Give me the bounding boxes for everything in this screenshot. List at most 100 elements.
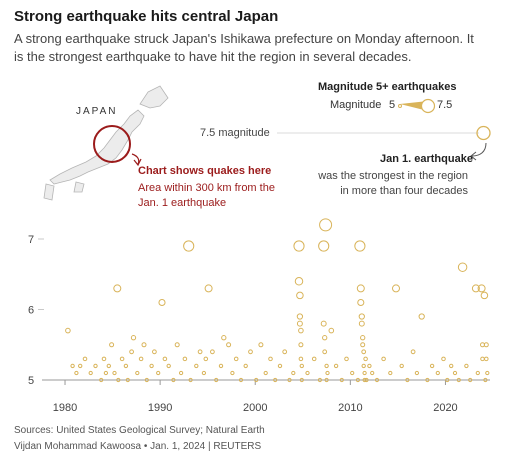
earthquake-point xyxy=(233,356,239,362)
earthquake-point xyxy=(156,370,161,376)
earthquake-point xyxy=(354,240,366,252)
earthquake-point xyxy=(468,377,473,383)
earthquake-point xyxy=(464,363,469,369)
earthquake-point xyxy=(214,377,219,383)
earthquake-point xyxy=(226,342,232,348)
x-tick-label: 2000 xyxy=(243,402,267,414)
earthquake-point xyxy=(485,370,490,376)
earthquake-point xyxy=(82,356,88,362)
chart-title: Strong earthquake hits central Japan xyxy=(14,8,279,25)
earthquake-point xyxy=(277,363,283,369)
legend-title: Magnitude 5+ earthquakes xyxy=(318,81,457,93)
earthquake-point xyxy=(178,370,184,376)
earthquake-point xyxy=(358,320,365,327)
earthquake-point xyxy=(324,363,329,369)
earthquake-point xyxy=(480,356,485,362)
earthquake-point xyxy=(182,356,188,362)
x-tick-label: 2020 xyxy=(433,402,457,414)
earthquake-point xyxy=(483,377,488,383)
earthquake-point xyxy=(399,363,404,369)
earthquake-point xyxy=(141,342,147,348)
earthquake-point xyxy=(483,342,489,348)
earthquake-point xyxy=(325,370,330,376)
earthquake-point xyxy=(99,377,104,383)
earthquake-point xyxy=(457,262,468,272)
source-note: Sources: United States Geological Survey… xyxy=(14,425,265,436)
earthquake-point xyxy=(174,342,180,348)
earthquake-point xyxy=(357,298,365,307)
earthquake-point xyxy=(258,342,264,348)
earthquake-point xyxy=(392,284,400,293)
earthquake-point xyxy=(361,363,366,369)
chart-subtitle: A strong earthquake struck Japan's Ishik… xyxy=(14,31,474,64)
earthquake-point xyxy=(296,313,304,320)
earthquake-point xyxy=(320,320,327,327)
y-tick-label: 5 xyxy=(28,375,34,387)
earthquake-point xyxy=(322,349,328,355)
earthquake-point xyxy=(268,356,273,362)
y-axis: 5 6 7 xyxy=(28,234,44,387)
earthquake-point xyxy=(445,377,450,383)
earthquake-point xyxy=(367,363,372,369)
earthquake-point xyxy=(93,363,98,369)
earthquake-point xyxy=(475,370,480,376)
earthquake-point xyxy=(429,363,435,369)
earthquake-point xyxy=(144,377,149,383)
earthquake-point xyxy=(197,349,203,355)
earthquake-point xyxy=(135,370,140,376)
earthquake-point xyxy=(305,370,310,376)
earthquake-point xyxy=(129,349,134,355)
earthquake-point xyxy=(388,370,393,376)
earthquake-point xyxy=(425,377,430,383)
earthquake-point xyxy=(299,363,304,369)
earthquake-point xyxy=(103,370,109,376)
x-tick-label: 1990 xyxy=(148,402,172,414)
legend-max: 7.5 xyxy=(437,99,453,111)
earthquake-point xyxy=(298,342,304,348)
earthquake-point xyxy=(298,356,304,362)
magnitude-label: 7.5 magnitude xyxy=(200,127,270,139)
earthquake-point xyxy=(381,356,386,362)
earthquake-point xyxy=(358,313,365,320)
annotation-body: was the strongest in the region in more … xyxy=(318,170,468,197)
legend-size-key xyxy=(398,98,436,114)
earthquake-point xyxy=(322,335,328,341)
earthquake-point xyxy=(355,377,360,383)
earthquake-point xyxy=(360,335,366,341)
earthquake-point xyxy=(339,377,344,383)
earthquake-point xyxy=(480,291,489,300)
earthquake-point xyxy=(203,356,209,362)
earthquake-point xyxy=(130,335,137,341)
points-layer xyxy=(65,125,491,383)
earthquake-point xyxy=(188,377,193,383)
earthquake-point xyxy=(298,327,304,334)
earthquake-point xyxy=(319,218,333,232)
earthquake-point xyxy=(477,284,486,293)
earthquake-point xyxy=(435,370,440,376)
y-tick-label: 6 xyxy=(28,305,34,317)
earthquake-point xyxy=(201,370,207,376)
earthquake-point xyxy=(263,370,268,376)
earthquake-point xyxy=(318,240,330,252)
y-tick-label: 7 xyxy=(28,234,34,246)
legend-min: 5 xyxy=(389,99,396,111)
earthquake-point xyxy=(296,320,303,327)
earthquake-point xyxy=(254,377,259,383)
earthquake-point xyxy=(194,363,199,369)
map-note-title: Chart shows quakes here xyxy=(138,165,272,177)
earthquake-point xyxy=(282,349,288,355)
earthquake-point xyxy=(116,377,121,383)
earthquake-point xyxy=(364,377,369,383)
earthquake-point xyxy=(106,363,111,369)
earthquake-point xyxy=(333,363,339,369)
earthquake-point xyxy=(119,356,125,362)
earthquake-point xyxy=(171,377,176,383)
earthquake-point xyxy=(74,370,79,376)
earthquake-point xyxy=(248,349,253,355)
annotation-title: Jan 1. earthquake xyxy=(380,153,473,165)
earthquake-point xyxy=(418,313,425,320)
earthquake-point xyxy=(112,370,117,376)
credit-note: Vijdan Mohammad Kawoosa • Jan. 1, 2024 |… xyxy=(14,441,262,452)
earthquake-point xyxy=(88,370,93,376)
